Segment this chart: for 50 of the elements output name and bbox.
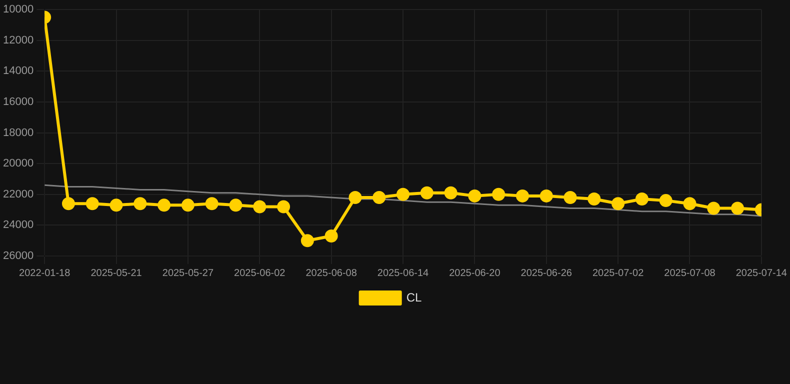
point bbox=[62, 197, 75, 210]
y-tick-label: 26000 bbox=[2, 250, 34, 262]
point bbox=[324, 229, 338, 242]
y-tick-label: 18000 bbox=[2, 126, 34, 139]
point bbox=[277, 200, 290, 214]
point bbox=[86, 197, 99, 210]
y-tick-label: 10000 bbox=[2, 4, 34, 16]
x-tick-label: 2022-01-18 bbox=[19, 268, 71, 279]
y-tick-label: 12000 bbox=[2, 34, 34, 46]
point bbox=[516, 189, 529, 202]
y-tick-label: 20000 bbox=[2, 158, 34, 170]
point bbox=[564, 190, 577, 204]
point bbox=[110, 198, 123, 212]
point bbox=[540, 189, 553, 202]
point bbox=[372, 190, 386, 204]
point bbox=[181, 198, 194, 212]
y-tick-label: 14000 bbox=[2, 65, 34, 78]
point bbox=[253, 200, 266, 214]
point bbox=[707, 202, 720, 215]
point bbox=[588, 192, 601, 206]
x-tick-label: 2025-07-08 bbox=[664, 268, 716, 279]
point bbox=[731, 202, 744, 215]
y-tick-label: 22000 bbox=[2, 188, 34, 200]
point bbox=[396, 188, 410, 201]
point bbox=[348, 190, 362, 204]
point bbox=[492, 188, 506, 201]
x-tick-label: 2025-07-14 bbox=[736, 268, 788, 279]
x-tick-label: 2025-06-02 bbox=[234, 268, 286, 279]
y-tick-label: 24000 bbox=[2, 219, 34, 232]
point bbox=[420, 186, 434, 200]
x-tick-label: 2025-05-27 bbox=[162, 268, 214, 279]
point bbox=[205, 197, 218, 210]
point bbox=[612, 197, 625, 210]
x-tick-label: 2025-06-08 bbox=[306, 268, 358, 279]
point bbox=[158, 198, 171, 212]
y-tick-label: 16000 bbox=[2, 96, 34, 108]
point bbox=[659, 194, 672, 208]
point bbox=[300, 234, 314, 248]
legend-label: CL bbox=[406, 290, 422, 304]
point bbox=[134, 197, 147, 210]
point bbox=[229, 198, 242, 212]
x-tick-label: 2025-05-21 bbox=[90, 268, 142, 279]
x-tick-label: 2025-06-20 bbox=[449, 268, 501, 279]
point bbox=[444, 186, 458, 200]
x-tick-label: 2025-07-02 bbox=[592, 268, 644, 279]
point bbox=[468, 189, 482, 202]
point bbox=[683, 197, 696, 210]
point bbox=[635, 192, 648, 206]
x-tick-label: 2025-06-14 bbox=[377, 268, 430, 279]
x-tick-label: 2025-06-26 bbox=[520, 268, 572, 279]
